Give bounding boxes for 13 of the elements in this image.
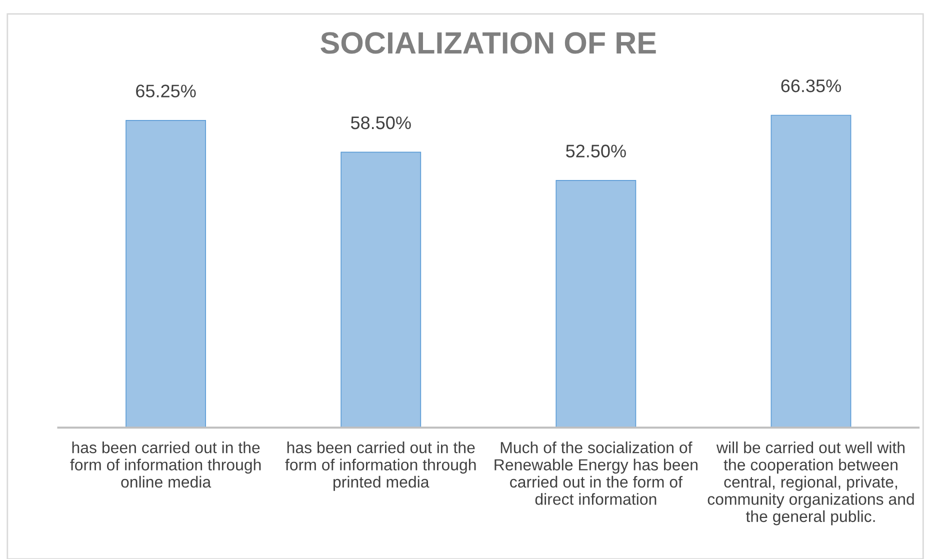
data-label: 52.50%: [566, 144, 626, 158]
x-tick-label: has been carried out in the form of information through printed media: [285, 442, 476, 491]
bar: [770, 114, 852, 428]
bar: [556, 180, 636, 428]
data-label: 66.35%: [781, 79, 841, 92]
data-label: 65.25%: [136, 84, 196, 98]
bar: [126, 120, 206, 428]
x-tick-label: has been carried out in the form of information through online media: [70, 442, 261, 488]
x-tick-label: will be carried out well with the cooperation between central, regional, private, community organizations and the general public.: [708, 442, 914, 526]
chart-title: SOCIALIZATION OF RE: [320, 32, 656, 54]
bar: [340, 152, 422, 428]
x-tick-label: Much of the socialization of Renewable Energy has been carried out in the form of direct information: [494, 442, 698, 505]
data-label: 58.50%: [350, 116, 411, 130]
